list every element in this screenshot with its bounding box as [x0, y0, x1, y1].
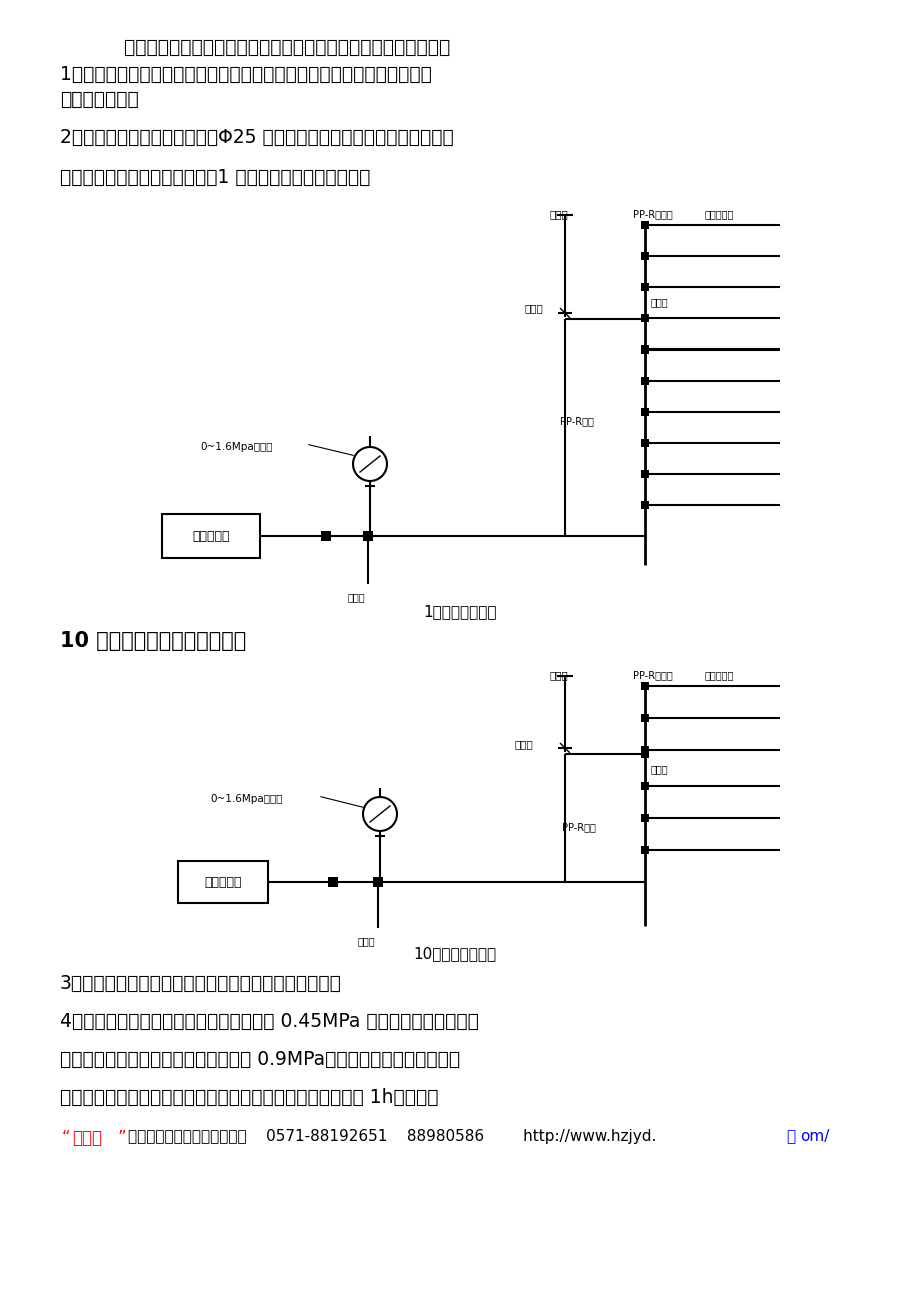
Text: 测: 测: [785, 1129, 794, 1144]
Text: om/: om/: [800, 1129, 828, 1144]
Text: 入户给水管: 入户给水管: [704, 671, 733, 680]
Bar: [641, 221, 648, 229]
Text: 连接头: 连接头: [651, 764, 668, 773]
Text: 连接头: 连接头: [651, 297, 668, 307]
Text: 入户给水管: 入户给水管: [704, 210, 733, 219]
Text: 连接头: 连接头: [357, 936, 375, 947]
Text: PP-R直接头: PP-R直接头: [632, 671, 672, 680]
Text: 1、检查每户进水支管的终端堵头，确认丝堵处质量合格，选距离管井最远: 1、检查每户进水支管的终端堵头，确认丝堵处质量合格，选距离管井最远: [60, 65, 431, 85]
Bar: [641, 846, 648, 854]
Bar: [328, 878, 337, 887]
Bar: [641, 345, 648, 353]
Bar: [641, 378, 648, 385]
Text: 手动试压泵: 手动试压泵: [192, 530, 230, 543]
Bar: [641, 501, 648, 509]
Bar: [641, 283, 648, 292]
Bar: [641, 470, 648, 478]
Text: 1号楼试压大样图: 1号楼试压大样图: [423, 604, 496, 618]
Text: 嘉意德: 嘉意德: [72, 1129, 102, 1147]
Bar: [641, 750, 648, 758]
Text: 2、在集中设置水表的管井内用Φ25 管及管件将各户的给水表后支管连接，: 2、在集中设置水表的管井内用Φ25 管及管件将各户的给水表后支管连接，: [60, 128, 453, 147]
Bar: [641, 713, 648, 723]
Text: 专业从事建筑软件开发和销售    0571-88192651    88980586        http://www.hzjyd.: 专业从事建筑软件开发和销售 0571-88192651 88980586 htt…: [128, 1129, 655, 1144]
Bar: [363, 531, 372, 542]
Text: 道内气体完全排出。而后再缓慢升压至 0.9MPa，关闭阀门，检查各管件熔: 道内气体完全排出。而后再缓慢升压至 0.9MPa，关闭阀门，检查各管件熔: [60, 1049, 460, 1069]
Circle shape: [353, 447, 387, 480]
Bar: [641, 314, 648, 322]
Text: ”: ”: [118, 1129, 127, 1147]
Text: 预留一接口与手动试压泵相连。1 号楼具体试验方法见下图：: 预留一接口与手动试压泵相连。1 号楼具体试验方法见下图：: [60, 168, 370, 187]
Text: PP-R三通: PP-R三通: [562, 822, 596, 832]
Bar: [641, 346, 648, 354]
Bar: [641, 253, 648, 260]
Bar: [641, 439, 648, 447]
Text: 3、从预留接口处灌水直到水龙头有水溢出，排尽空气。: 3、从预留接口处灌水直到水龙头有水溢出，排尽空气。: [60, 974, 342, 993]
Text: 排气管: 排气管: [550, 210, 568, 219]
Bar: [162, 514, 260, 559]
Circle shape: [363, 797, 397, 831]
Bar: [641, 783, 648, 790]
Text: 0~1.6Mpa压力表: 0~1.6Mpa压力表: [210, 794, 282, 805]
Text: 0~1.6Mpa压力表: 0~1.6Mpa压力表: [199, 441, 272, 452]
Bar: [177, 861, 267, 904]
Text: PP-R直接头: PP-R直接头: [632, 210, 672, 219]
Text: 连接头: 连接头: [347, 592, 365, 602]
Text: 给水管道试压以每层为单位。手动试压泵水箱由自来水直接灌入。: 给水管道试压以每层为单位。手动试压泵水箱由自来水直接灌入。: [100, 38, 449, 57]
Bar: [641, 682, 648, 690]
Bar: [372, 878, 382, 887]
Text: 接处，截止阀、丝堵等接口是否有渗漏。达到试验压力后稳压 1h，观察接: 接处，截止阀、丝堵等接口是否有渗漏。达到试验压力后稳压 1h，观察接: [60, 1088, 438, 1107]
Text: PP-R三通: PP-R三通: [560, 417, 594, 426]
Text: 10 号楼具体试验方法见下图：: 10 号楼具体试验方法见下图：: [60, 631, 246, 651]
Bar: [641, 814, 648, 822]
Bar: [321, 531, 331, 542]
Text: “: “: [62, 1129, 71, 1147]
Bar: [641, 746, 648, 754]
Text: 10号楼试压大样图: 10号楼试压大样图: [413, 947, 496, 961]
Text: 排气阀: 排气阀: [515, 740, 533, 749]
Text: 一户接水龙头。: 一户接水龙头。: [60, 90, 139, 109]
Text: 手动试压泵: 手动试压泵: [204, 875, 242, 888]
Text: 4、启动试压泵，压力缓慢上升，使其到达 0.45MPa 时，打开水龙头使其管: 4、启动试压泵，压力缓慢上升，使其到达 0.45MPa 时，打开水龙头使其管: [60, 1012, 479, 1031]
Bar: [641, 408, 648, 417]
Text: 排气管: 排气管: [550, 671, 568, 680]
Text: 排气阀: 排气阀: [525, 303, 543, 312]
